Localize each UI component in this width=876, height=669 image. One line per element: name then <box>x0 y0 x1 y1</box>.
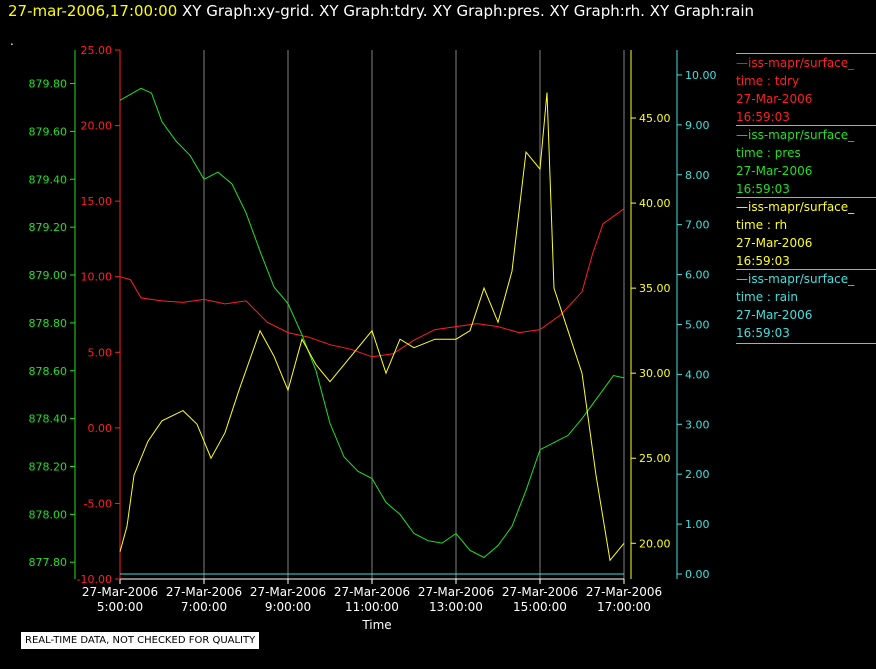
header-graph-5: XY Graph:rain <box>649 2 755 20</box>
y-tick-label-pres: 878.40 <box>29 413 68 426</box>
y-tick-label-rain: 6.00 <box>685 269 710 282</box>
x-tick-label-time: 17:00:00 <box>597 600 651 614</box>
legend-source-text: iss-mapr/surface_ <box>748 272 855 286</box>
legend-var-rain: time : rain <box>736 290 799 304</box>
quality-notice: REAL-TIME DATA, NOT CHECKED FOR QUALITY <box>20 631 261 650</box>
y-tick-label-tdry: 15.00 <box>81 195 113 208</box>
series-group <box>119 87 625 575</box>
y-tick-label-rh: 30.00 <box>639 367 671 380</box>
header-datetime: 27-mar-2006,17:00:00 <box>8 2 178 20</box>
y-tick-label-rain: 8.00 <box>685 169 710 182</box>
y-tick-label-rh: 20.00 <box>639 537 671 550</box>
x-tick-label-time: 7:00:00 <box>181 600 227 614</box>
series-line-rh <box>119 92 625 562</box>
y-tick-label-rain: 10.00 <box>685 69 717 82</box>
legend-rule <box>736 197 876 198</box>
legend-time-tdry: 16:59:03 <box>736 110 790 124</box>
legend-date-tdry: 27-Mar-2006 <box>736 92 813 106</box>
y-tick-label-pres: 878.60 <box>29 365 68 378</box>
y-tick-label-pres: 877.80 <box>29 556 68 569</box>
x-tick-label-date: 27-Mar-2006 <box>250 585 326 599</box>
y-tick-label-tdry: 5.00 <box>88 346 113 359</box>
series-line-pres <box>119 87 625 559</box>
legend-source-text: iss-mapr/surface_ <box>748 56 855 70</box>
x-tick-label-date: 27-Mar-2006 <box>82 585 158 599</box>
legend-source-rain: —iss-mapr/surface_ <box>736 272 855 286</box>
header-dot: . <box>10 34 14 48</box>
y-tick-label-rain: 0.00 <box>685 568 710 581</box>
x-tick-label-time: 5:00:00 <box>97 600 143 614</box>
header-graph-3: XY Graph:pres. <box>432 2 545 20</box>
legend-entry-tdry: —iss-mapr/surface_ time : tdry 27-Mar-20… <box>736 52 876 126</box>
y-tick-label-rh: 45.00 <box>639 112 671 125</box>
y-tick-label-tdry: 20.00 <box>81 120 113 133</box>
series-line-tdry <box>119 208 625 358</box>
legend-rule <box>736 125 876 126</box>
legend-source-pres: —iss-mapr/surface_ <box>736 128 855 142</box>
y-tick-label-rh: 35.00 <box>639 282 671 295</box>
y-tick-label-rain: 1.00 <box>685 518 710 531</box>
legend-var-pres: time : pres <box>736 146 801 160</box>
y-tick-label-rh: 25.00 <box>639 452 671 465</box>
legend-source-text: iss-mapr/surface_ <box>748 128 855 142</box>
x-tick-label-date: 27-Mar-2006 <box>586 585 662 599</box>
y-tick-label-tdry: 0.00 <box>88 422 113 435</box>
header-graph-4: XY Graph:rh. <box>549 2 645 20</box>
y-tick-label-rain: 9.00 <box>685 119 710 132</box>
y-tick-label-pres: 879.20 <box>29 221 68 234</box>
x-tick-label-time: 11:00:00 <box>345 600 399 614</box>
y-tick-label-pres: 879.60 <box>29 125 68 138</box>
legend-source-tdry: —iss-mapr/surface_ <box>736 56 855 70</box>
legend-date-rh: 27-Mar-2006 <box>736 236 813 250</box>
x-tick-label-time: 13:00:00 <box>429 600 483 614</box>
y-tick-label-rh: 40.00 <box>639 197 671 210</box>
y-tick-label-rain: 3.00 <box>685 418 710 431</box>
y-tick-label-pres: 879.00 <box>29 269 68 282</box>
y-tick-label-pres: 878.80 <box>29 317 68 330</box>
legend-source-rh: —iss-mapr/surface_ <box>736 200 855 214</box>
y-tick-label-tdry: -5.00 <box>84 497 112 510</box>
legend-time-rh: 16:59:03 <box>736 254 790 268</box>
legend-var-rh: time : rh <box>736 218 788 232</box>
legend-source-text: iss-mapr/surface_ <box>748 200 855 214</box>
y-tick-label-pres: 879.80 <box>29 78 68 91</box>
legend-entry-rain: —iss-mapr/surface_ time : rain 27-Mar-20… <box>736 268 876 344</box>
legend-rule <box>736 269 876 270</box>
y-tick-label-rain: 4.00 <box>685 368 710 381</box>
y-tick-label-pres: 878.00 <box>29 508 68 521</box>
x-axis-label: Time <box>361 618 391 632</box>
legend-rule-bottom <box>736 343 876 344</box>
axes: 27-Mar-20065:00:0027-Mar-20067:00:0027-M… <box>29 44 717 614</box>
legend-time-rain: 16:59:03 <box>736 326 790 340</box>
x-tick-label-time: 15:00:00 <box>513 600 567 614</box>
x-tick-label-date: 27-Mar-2006 <box>166 585 242 599</box>
header-graph-2: XY Graph:tdry. <box>319 2 428 20</box>
y-tick-label-tdry: 10.00 <box>81 271 113 284</box>
legend-entry-rh: —iss-mapr/surface_ time : rh 27-Mar-2006… <box>736 196 876 270</box>
legend-time-pres: 16:59:03 <box>736 182 790 196</box>
y-tick-label-rain: 5.00 <box>685 318 710 331</box>
y-tick-label-rain: 2.00 <box>685 468 710 481</box>
header-title: 27-mar-2006,17:00:00 XY Graph:xy-grid. X… <box>8 2 754 20</box>
legend-entry-pres: —iss-mapr/surface_ time : pres 27-Mar-20… <box>736 124 876 198</box>
y-tick-label-tdry: -10.00 <box>77 573 112 586</box>
x-tick-label-date: 27-Mar-2006 <box>418 585 494 599</box>
x-tick-label-date: 27-Mar-2006 <box>502 585 578 599</box>
legend-date-rain: 27-Mar-2006 <box>736 308 813 322</box>
x-tick-label-date: 27-Mar-2006 <box>334 585 410 599</box>
legend-date-pres: 27-Mar-2006 <box>736 164 813 178</box>
y-tick-label-rain: 7.00 <box>685 219 710 232</box>
y-tick-label-tdry: 25.00 <box>81 44 113 57</box>
header-graph-1: XY Graph:xy-grid. <box>182 2 315 20</box>
x-tick-label-time: 9:00:00 <box>265 600 311 614</box>
legend-rule <box>736 53 876 54</box>
y-tick-label-pres: 879.40 <box>29 173 68 186</box>
legend-var-tdry: time : tdry <box>736 74 800 88</box>
y-tick-label-pres: 878.20 <box>29 460 68 473</box>
grid-lines <box>203 50 625 579</box>
